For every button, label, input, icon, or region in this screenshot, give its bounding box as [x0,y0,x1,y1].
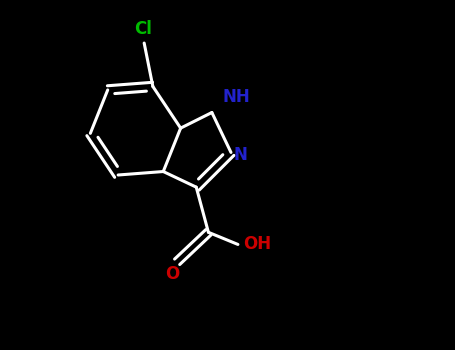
Text: OH: OH [243,236,271,253]
Text: Cl: Cl [134,20,152,38]
Text: O: O [165,265,179,283]
Text: N: N [234,146,248,164]
Text: NH: NH [223,88,251,106]
